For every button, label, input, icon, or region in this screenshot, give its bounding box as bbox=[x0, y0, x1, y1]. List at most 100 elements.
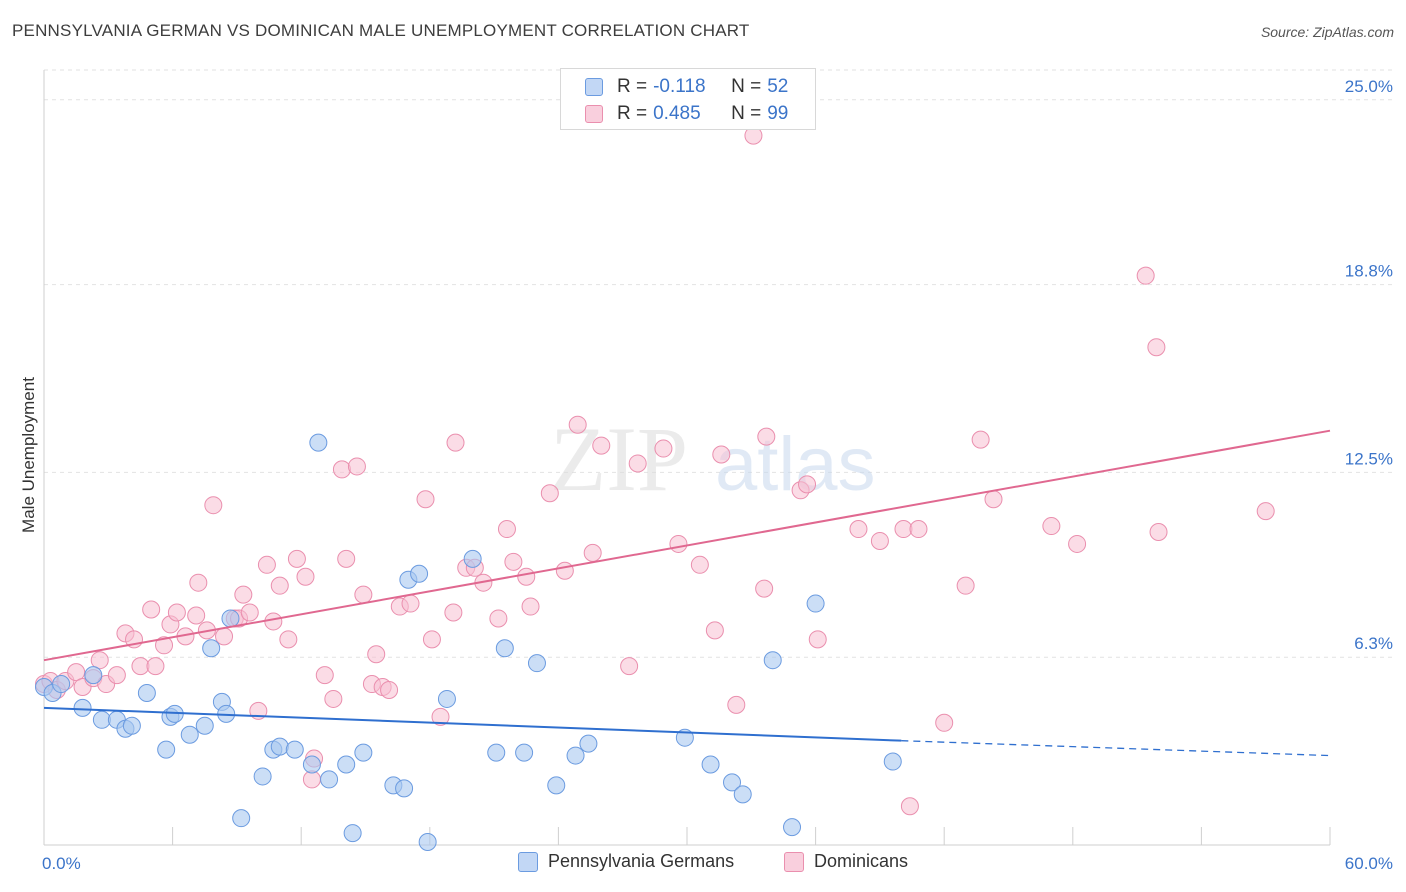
dominican-point bbox=[287, 549, 306, 568]
dominican-point bbox=[347, 457, 366, 476]
dominican-point bbox=[270, 576, 289, 595]
dominican-point bbox=[592, 436, 611, 455]
dominican-point bbox=[870, 531, 889, 550]
dominican-point bbox=[712, 445, 731, 464]
dominican-point bbox=[332, 460, 351, 479]
legend-swatch-blue bbox=[585, 78, 603, 96]
pennsylvania-german-point bbox=[487, 743, 506, 762]
dominicans-points bbox=[35, 93, 1275, 816]
y-tick-label: 25.0% bbox=[1345, 77, 1393, 96]
y-tick-label: 12.5% bbox=[1345, 449, 1393, 468]
dominicans-trend-line bbox=[43, 429, 1331, 662]
trend-lines bbox=[43, 429, 1331, 757]
pennsylvania-german-point bbox=[463, 549, 482, 568]
dominican-point bbox=[849, 520, 868, 539]
dominican-point bbox=[956, 576, 975, 595]
dominican-point bbox=[517, 567, 536, 586]
pennsylvania-german-point bbox=[285, 740, 304, 759]
legend-r-value: 0.485 bbox=[653, 103, 701, 124]
dominican-point bbox=[264, 612, 283, 631]
legend-n-value: 99 bbox=[767, 103, 789, 124]
legend-row-pennsylvania-germans: R = -0.118 N = 52 bbox=[585, 74, 788, 100]
pennsylvania-german-point bbox=[253, 767, 272, 786]
dominican-point bbox=[628, 454, 647, 473]
pennsylvania-german-point bbox=[783, 818, 802, 837]
dominican-point bbox=[296, 567, 315, 586]
bottom-legend-swatch-blue bbox=[518, 851, 538, 872]
dominican-point bbox=[155, 636, 174, 655]
y-tick-labels: 6.3% 12.5% 18.8% 25.0% bbox=[1345, 77, 1393, 653]
dominican-point bbox=[240, 603, 259, 622]
legend-n-value: 52 bbox=[767, 76, 789, 97]
pennsylvania-german-point bbox=[395, 779, 414, 798]
pennsylvania-german-point bbox=[883, 752, 902, 771]
dominican-point bbox=[189, 573, 208, 592]
dominican-point bbox=[337, 549, 356, 568]
dominican-point bbox=[142, 600, 161, 619]
dominican-point bbox=[215, 627, 234, 646]
gridlines bbox=[44, 69, 1395, 658]
pennsylvania-german-point bbox=[527, 654, 546, 673]
dominican-point bbox=[257, 555, 276, 574]
pennsylvania-german-point bbox=[309, 433, 328, 452]
source-label: Source: ZipAtlas.com bbox=[1260, 24, 1394, 40]
dominican-point bbox=[187, 606, 206, 625]
y-tick-label: 6.3% bbox=[1354, 634, 1393, 653]
pennsylvania-german-point bbox=[410, 564, 429, 583]
dominican-point bbox=[444, 603, 463, 622]
pennsylvania-german-point bbox=[806, 594, 825, 613]
dominican-point bbox=[504, 552, 523, 571]
dominican-point bbox=[555, 561, 574, 580]
dominican-point bbox=[1136, 266, 1155, 285]
dominican-point bbox=[1149, 523, 1168, 542]
pennsylvania-german-point bbox=[180, 725, 199, 744]
x-tick-labels: 0.0% 60.0% bbox=[42, 854, 1393, 873]
pennsylvania-german-point bbox=[547, 776, 566, 795]
dominican-point bbox=[380, 681, 399, 699]
dominican-point bbox=[131, 657, 150, 676]
dominican-point bbox=[583, 543, 602, 562]
dominican-point bbox=[324, 689, 343, 708]
dominican-point bbox=[757, 427, 776, 446]
dominican-point bbox=[416, 490, 435, 509]
legend-row-dominicans: R = 0.485 N = 99 bbox=[585, 101, 788, 127]
pennsylvania-german-point bbox=[566, 746, 585, 765]
pennsylvania-german-point bbox=[723, 773, 742, 792]
bottom-legend: Pennsylvania Germans Dominicans bbox=[0, 851, 1406, 879]
dominican-point bbox=[690, 555, 709, 574]
bottom-legend-item-pennsylvania-germans: Pennsylvania Germans bbox=[518, 851, 734, 872]
bottom-legend-item-dominicans: Dominicans bbox=[784, 851, 908, 872]
pennsylvania-german-point bbox=[302, 755, 321, 774]
bottom-legend-label: Pennsylvania Germans bbox=[548, 851, 735, 871]
pennsylvania-german-point bbox=[763, 651, 782, 670]
legend-swatch-pink bbox=[585, 105, 603, 123]
dominican-point bbox=[67, 663, 86, 682]
axes bbox=[43, 70, 1331, 846]
legend-n-label: N = bbox=[731, 76, 762, 97]
chart-title: PENNSYLVANIA GERMAN VS DOMINICAN MALE UN… bbox=[12, 21, 750, 40]
dominican-point bbox=[446, 433, 465, 452]
dominican-point bbox=[620, 657, 639, 676]
legend-r-value: -0.118 bbox=[653, 76, 706, 97]
dominican-point bbox=[107, 666, 126, 685]
dominican-point bbox=[354, 585, 373, 604]
pennsylvania-german-point bbox=[343, 824, 362, 843]
dominican-point bbox=[540, 484, 559, 503]
dominican-point bbox=[367, 645, 386, 664]
dominican-point bbox=[705, 621, 724, 640]
pennsylvania-german-point bbox=[733, 785, 752, 804]
dominican-point bbox=[204, 496, 223, 515]
dominican-point bbox=[900, 797, 919, 816]
pennsylvania-german-point bbox=[73, 698, 92, 717]
pennsylvania-german-point bbox=[232, 809, 251, 828]
x-tick-label: 60.0% bbox=[1345, 854, 1393, 873]
legend-n-label: N = bbox=[731, 103, 762, 124]
pennsylvania-german-point bbox=[701, 755, 720, 774]
dominican-point bbox=[234, 585, 253, 604]
x-tick-label: 0.0% bbox=[42, 854, 81, 873]
pennsylvania-german-point bbox=[157, 740, 176, 759]
dominican-point bbox=[1042, 517, 1061, 536]
dominican-point bbox=[1147, 338, 1166, 357]
dominican-point bbox=[521, 597, 540, 616]
dominican-point bbox=[497, 520, 516, 539]
